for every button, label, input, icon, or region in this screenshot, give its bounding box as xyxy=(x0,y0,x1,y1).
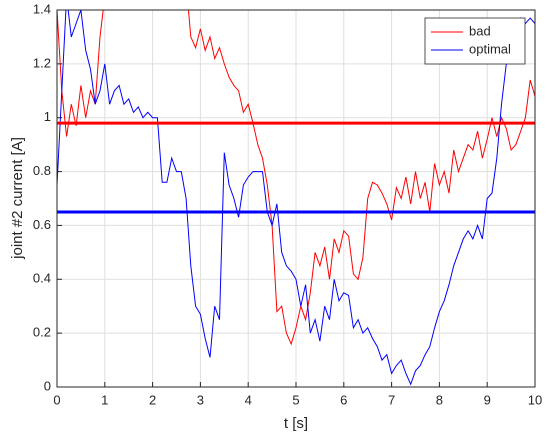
legend-label: optimal xyxy=(469,41,511,56)
x-tick-label: 5 xyxy=(292,392,299,407)
y-tick-label: 0.8 xyxy=(33,163,51,178)
y-tick-label: 1 xyxy=(44,109,51,124)
lines xyxy=(57,10,535,386)
series-line xyxy=(57,10,535,346)
x-tick-label: 0 xyxy=(53,392,60,407)
legend-box xyxy=(424,17,526,65)
x-tick-label: 8 xyxy=(436,392,443,407)
x-tick-label: 1 xyxy=(101,392,108,407)
y-tick-label: 0.6 xyxy=(33,217,51,232)
y-tick-label: 0.2 xyxy=(33,325,51,340)
y-tick-label: 1.4 xyxy=(33,1,51,16)
series-line xyxy=(57,10,535,386)
x-tick-label: 10 xyxy=(528,392,542,407)
x-tick-label: 3 xyxy=(197,392,204,407)
y-axis-label: joint #2 current [A] xyxy=(9,137,26,260)
y-tick-label: 1.2 xyxy=(33,55,51,70)
y-tick-label: 0 xyxy=(44,378,51,393)
x-tick-label: 6 xyxy=(340,392,347,407)
x-tick-label: 4 xyxy=(245,392,252,407)
x-tick-label: 7 xyxy=(388,392,395,407)
ticks: 0 1 2 3 4 5 6 7 8 9 10 0 0.2 0.4 0.6 0.8 1 1.2 1.4 xyxy=(33,1,542,407)
legend-label: bad xyxy=(469,23,491,38)
x-tick-label: 9 xyxy=(484,392,491,407)
x-axis-label: t [s] xyxy=(284,415,308,432)
x-tick-label: 2 xyxy=(149,392,156,407)
y-tick-label: 0.4 xyxy=(33,271,51,286)
legend: bad optimal xyxy=(424,17,526,65)
